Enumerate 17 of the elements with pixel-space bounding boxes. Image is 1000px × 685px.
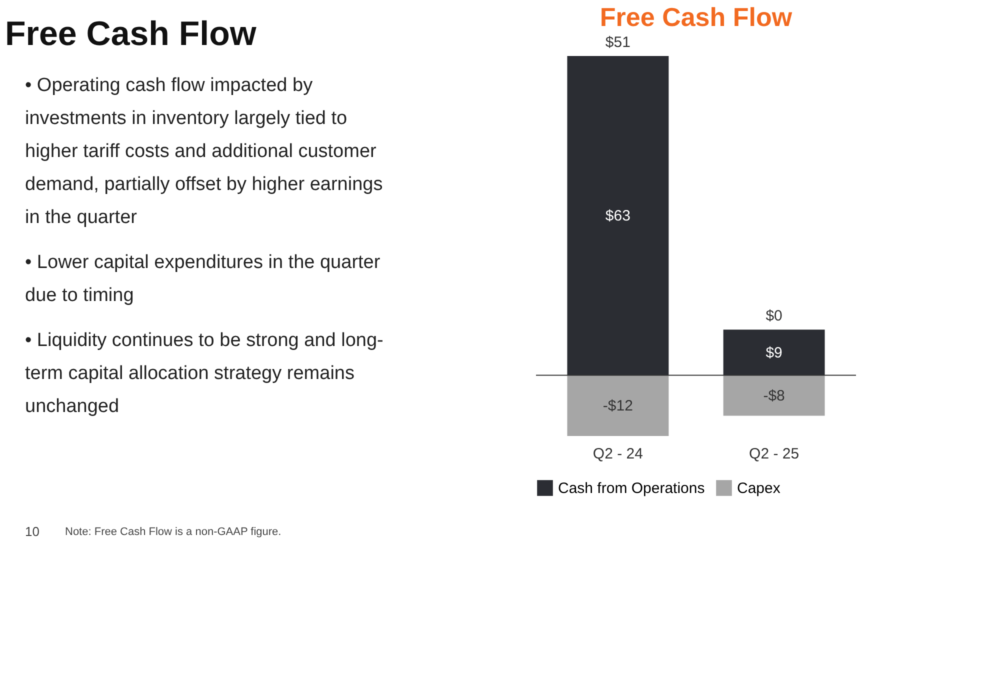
data-label: -$12: [602, 398, 633, 415]
text: • Liquidity continues to be strong and long-term capital allocation strategy remains unchanged: [25, 330, 384, 417]
text: Free Cash Flow: [5, 15, 257, 53]
data-label: -$8: [763, 387, 785, 404]
text: Note: Free Cash Flow is a non-GAAP figure.: [65, 526, 282, 538]
text: • Lower capital expenditures in the quarter due to timing: [25, 252, 381, 306]
x-tick-label: Q2 - 25: [749, 446, 800, 462]
total-label: $51: [605, 34, 630, 51]
chart-title: Free Cash Flow: [600, 2, 793, 32]
total-label: $0: [766, 308, 782, 325]
x-tick-label: Q2 - 24: [592, 446, 643, 462]
text: 10: [25, 524, 40, 539]
legend-label: Cash from Operations: [558, 480, 705, 497]
data-label: $9: [766, 344, 782, 362]
legend-label: Capex: [737, 480, 781, 497]
data-label: $63: [605, 208, 630, 225]
text: • Operating cash flow impacted by investments in inventory largely tied to higher tariff costs and additional customer demand, partially offset by higher earnings in the quarter: [25, 75, 383, 228]
